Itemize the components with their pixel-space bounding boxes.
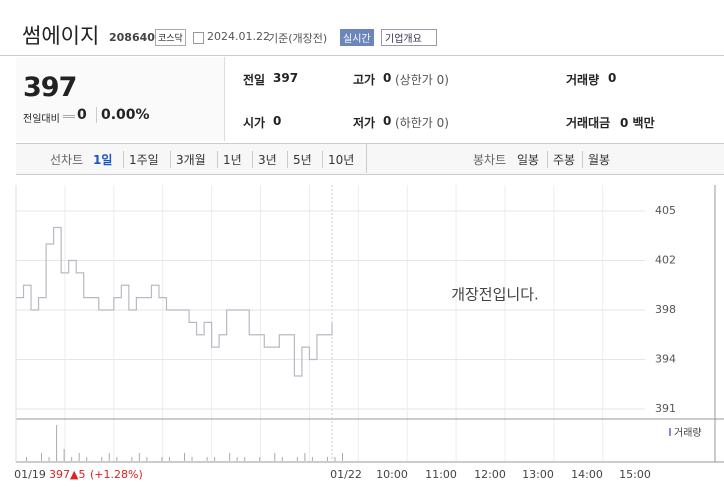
stat-value: 0 — [273, 114, 282, 128]
y-tick-label: 398 — [655, 303, 676, 316]
stat-extra: (상한가 0) — [395, 73, 449, 87]
stat-label: 전일 — [243, 73, 266, 87]
volume-bar — [146, 457, 148, 461]
y-tick-label: 405 — [655, 204, 676, 217]
annotation: 개장전입니다. — [451, 286, 539, 304]
tab[interactable]: 1일 — [93, 153, 113, 167]
volume-bar — [236, 457, 238, 461]
volume-bar — [244, 457, 246, 461]
stat-value: 0 — [383, 71, 392, 85]
rate: 0.00% — [96, 107, 150, 123]
last-change: ▲5 — [70, 468, 85, 481]
tab-label: 선차트 — [50, 153, 84, 167]
volume-bar — [259, 457, 261, 461]
tab[interactable]: 5년 — [287, 151, 317, 168]
stat-extra: (하한가 0) — [395, 116, 449, 130]
stat-label: 시가 — [243, 116, 266, 130]
volume-bar — [191, 457, 193, 461]
calendar-icon — [193, 32, 204, 44]
volume-legend: 거래량 — [674, 427, 702, 439]
change-label: 전일대비 — [23, 114, 60, 125]
volume-bar — [108, 453, 110, 461]
price: 397 — [23, 72, 77, 103]
tab[interactable]: 주봉 — [547, 151, 580, 168]
stock-name: 썸에이지 — [22, 24, 100, 48]
volume-bar — [274, 453, 276, 461]
price-line — [16, 226, 333, 377]
volume-bar — [214, 457, 216, 461]
x-tick-label: 01/22 — [330, 468, 362, 481]
volume-bar — [296, 457, 298, 461]
company-button[interactable]: 기업개요 — [381, 29, 437, 46]
y-tick-label: 391 — [655, 402, 676, 415]
stat-label: 고가 — [353, 73, 376, 87]
volume-bar — [86, 457, 88, 461]
tab-divider — [366, 144, 367, 173]
volume-bar — [311, 457, 313, 461]
x-tick-label: 10:00 — [376, 468, 408, 481]
volume-bar — [334, 457, 336, 461]
price-box — [16, 57, 225, 141]
divider — [0, 55, 724, 56]
x-tick-label: 14:00 — [571, 468, 603, 481]
x-tick-label: 13:00 — [522, 468, 554, 481]
tab-label: 봉차트 — [473, 153, 507, 167]
last-close: 397 — [49, 468, 70, 481]
basis: 기준(개장전) — [268, 32, 328, 45]
tab[interactable]: 3개월 — [170, 151, 211, 168]
stat-label: 거래량 — [566, 73, 600, 87]
tab[interactable]: 1년 — [217, 151, 247, 168]
volume-bar — [161, 457, 163, 461]
realtime-button[interactable]: 실시간 — [340, 29, 374, 46]
volume-bar — [78, 453, 80, 461]
tab-bar — [16, 143, 724, 175]
volume-bar — [56, 425, 58, 461]
volume-bar — [116, 457, 118, 461]
last-rate: (+1.28%) — [90, 468, 143, 481]
volume-bar — [281, 457, 283, 461]
stock-code: 208640 — [109, 31, 155, 44]
volume-bar — [206, 457, 208, 461]
tab[interactable]: 일봉 — [517, 153, 540, 167]
volume-bar — [63, 449, 65, 461]
change: 0 — [77, 107, 87, 123]
market: 코스닥 — [155, 29, 186, 46]
x-tick-label: 15:00 — [619, 468, 651, 481]
tab[interactable]: 1주일 — [123, 151, 164, 168]
volume-bar — [138, 453, 140, 461]
y-tick-label: 394 — [655, 353, 676, 366]
tab[interactable]: 3년 — [252, 151, 282, 168]
volume-bar — [229, 453, 231, 461]
volume-bar — [168, 457, 170, 461]
x-tick-label: 11:00 — [425, 468, 457, 481]
volume-bar — [184, 453, 185, 461]
volume-bar — [342, 453, 343, 461]
volume-bar — [131, 457, 133, 461]
tab[interactable]: 월봉 — [582, 151, 615, 168]
volume-bar — [26, 457, 27, 461]
volume-bar — [48, 457, 50, 461]
volume-bar — [304, 453, 306, 461]
y-tick-label: 402 — [655, 254, 676, 267]
volume-bar — [71, 457, 73, 461]
stat-value: 0 — [383, 114, 392, 128]
legend-swatch — [669, 428, 671, 436]
volume-bar — [326, 457, 328, 461]
date: 2024.01.22 — [207, 30, 270, 43]
volume-bar — [101, 457, 103, 461]
stat-label: 저가 — [353, 116, 376, 130]
x-tick-label: 12:00 — [474, 468, 506, 481]
x-tick-label: 01/19 — [14, 468, 46, 481]
tab[interactable]: 10년 — [322, 151, 359, 168]
stat-value: 0 — [608, 71, 617, 85]
stat-label: 거래대금 — [566, 116, 611, 130]
flat-icon — [63, 115, 75, 118]
volume-bar — [41, 453, 43, 461]
stat-value: 0 백만 — [620, 116, 655, 130]
stat-value: 397 — [273, 71, 299, 85]
